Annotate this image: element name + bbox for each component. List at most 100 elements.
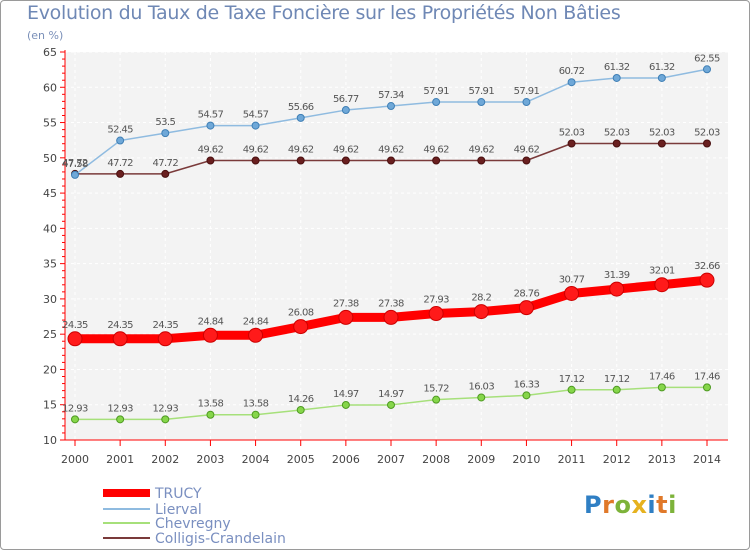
data-point-trucy	[654, 277, 670, 293]
legend-label-trucy: TRUCY	[154, 486, 202, 502]
data-point-trucy	[202, 327, 218, 343]
data-point-lierval	[296, 113, 305, 122]
data-point-colligis-crandelain	[657, 139, 666, 148]
data-point-colligis-crandelain	[703, 139, 711, 148]
data-point-colligis-crandelain	[612, 139, 621, 148]
data-label-trucy: 32.01	[649, 266, 675, 277]
data-point-lierval	[206, 121, 215, 130]
x-tick-label: 2009	[467, 453, 495, 466]
data-point-lierval	[432, 98, 441, 107]
data-label-lierval: 57.34	[378, 90, 404, 101]
x-tick-label: 2007	[377, 453, 405, 466]
data-label-lierval: 54.57	[198, 110, 224, 121]
data-label-lierval: 47.58	[62, 159, 88, 170]
data-point-colligis-crandelain	[251, 156, 260, 165]
data-point-colligis-crandelain	[206, 156, 215, 165]
data-label-colligis-crandelain: 52.03	[649, 127, 675, 138]
data-point-chevregny	[657, 383, 666, 392]
data-label-trucy: 28.76	[514, 289, 540, 300]
data-label-chevregny: 17.46	[649, 371, 675, 382]
data-point-trucy	[67, 331, 83, 347]
data-label-lierval: 53.5	[155, 117, 175, 128]
data-label-colligis-crandelain: 49.62	[333, 144, 359, 155]
data-point-lierval	[703, 65, 711, 74]
data-label-colligis-crandelain: 49.62	[514, 144, 540, 155]
data-label-trucy: 32.66	[694, 261, 720, 272]
data-point-colligis-crandelain	[341, 156, 350, 165]
data-point-trucy	[293, 319, 309, 335]
y-tick-label: 40	[43, 222, 57, 235]
data-label-trucy: 24.84	[243, 316, 269, 327]
data-point-trucy	[248, 327, 264, 343]
y-tick-label: 30	[43, 293, 57, 306]
legend-label-lierval: Lierval	[155, 502, 202, 518]
data-label-chevregny: 12.93	[152, 403, 178, 414]
data-point-lierval	[116, 136, 125, 145]
y-tick-label: 65	[43, 46, 57, 59]
logo-letter: i	[668, 491, 677, 519]
data-point-chevregny	[206, 410, 215, 419]
x-tick-label: 2006	[332, 453, 360, 466]
y-tick-label: 15	[43, 399, 57, 412]
unit-label: (en %)	[27, 29, 64, 42]
data-label-trucy: 26.08	[288, 308, 314, 319]
data-point-lierval	[522, 98, 531, 107]
x-tick-label: 2000	[61, 453, 89, 466]
data-label-colligis-crandelain: 47.72	[107, 158, 133, 169]
data-label-lierval: 55.66	[288, 102, 314, 113]
plot-area	[65, 52, 728, 440]
data-point-chevregny	[71, 415, 79, 424]
data-point-trucy	[699, 272, 715, 288]
data-point-colligis-crandelain	[387, 156, 395, 165]
data-label-colligis-crandelain: 49.62	[468, 144, 494, 155]
data-point-lierval	[657, 73, 666, 82]
data-label-trucy: 27.38	[378, 298, 404, 309]
data-label-chevregny: 16.33	[514, 379, 540, 390]
x-tick-label: 2008	[422, 453, 450, 466]
logo-letter: P	[584, 491, 603, 519]
data-point-lierval	[477, 98, 486, 107]
data-point-trucy	[383, 309, 399, 325]
data-label-trucy: 27.38	[333, 298, 359, 309]
data-point-colligis-crandelain	[116, 169, 125, 178]
data-point-trucy	[518, 300, 534, 316]
data-label-lierval: 56.77	[333, 94, 359, 105]
x-tick-label: 2003	[196, 453, 224, 466]
data-label-chevregny: 15.72	[423, 384, 449, 395]
data-point-chevregny	[522, 391, 531, 400]
logo-letter: o	[614, 491, 632, 519]
data-point-lierval	[251, 121, 260, 130]
data-point-chevregny	[251, 410, 260, 419]
data-label-trucy: 24.35	[62, 320, 88, 331]
data-label-colligis-crandelain: 52.03	[694, 127, 720, 138]
data-point-colligis-crandelain	[522, 156, 531, 165]
data-point-colligis-crandelain	[477, 156, 486, 165]
data-label-lierval: 57.91	[468, 86, 494, 97]
x-tick-label: 2005	[287, 453, 315, 466]
data-point-lierval	[71, 170, 79, 179]
data-label-chevregny: 14.97	[333, 389, 359, 400]
data-label-lierval: 61.32	[649, 62, 675, 73]
data-label-trucy: 27.93	[423, 295, 449, 306]
data-point-trucy	[564, 285, 580, 301]
data-label-lierval: 52.45	[107, 125, 133, 136]
data-label-colligis-crandelain: 49.62	[243, 144, 269, 155]
proxiti-logo: Proxiti	[584, 491, 677, 519]
data-point-chevregny	[387, 400, 395, 409]
data-label-colligis-crandelain: 49.62	[423, 144, 449, 155]
data-point-colligis-crandelain	[432, 156, 441, 165]
data-label-lierval: 54.57	[243, 110, 269, 121]
data-label-colligis-crandelain: 49.62	[288, 144, 314, 155]
data-point-chevregny	[567, 385, 576, 394]
data-point-chevregny	[703, 383, 711, 392]
data-label-chevregny: 16.03	[468, 381, 494, 392]
data-label-chevregny: 13.58	[198, 399, 224, 410]
data-label-chevregny: 12.93	[107, 403, 133, 414]
data-label-chevregny: 12.93	[62, 403, 88, 414]
data-label-lierval: 57.91	[423, 86, 449, 97]
data-label-lierval: 61.32	[604, 62, 630, 73]
legend-label-colligis-crandelain: Colligis-Crandelain	[155, 531, 286, 547]
data-point-chevregny	[161, 415, 170, 424]
data-label-colligis-crandelain: 52.03	[559, 127, 585, 138]
